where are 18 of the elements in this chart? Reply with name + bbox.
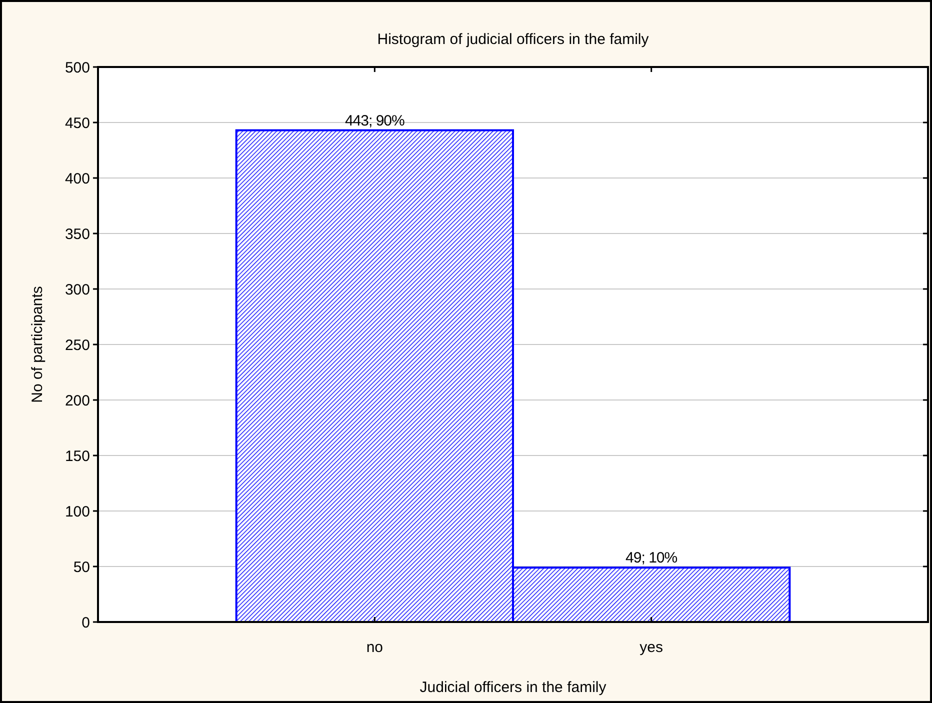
x-tick-label: no: [366, 639, 384, 656]
y-tick-label: 300: [64, 281, 90, 298]
data-label: 443; 90%: [344, 112, 405, 130]
y-tick-label: 0: [82, 614, 90, 632]
x-axis-title: Judicial officers in the family: [420, 679, 607, 696]
y-tick-label: 400: [64, 170, 90, 188]
y-tick-label: 500: [64, 59, 90, 76]
y-tick-label: 250: [64, 336, 90, 354]
y-tick-label: 200: [64, 392, 90, 410]
y-tick-label: 50: [73, 558, 90, 576]
y-tick-label: 450: [64, 114, 90, 132]
y-tick-label: 100: [64, 503, 90, 520]
y-axis-title: No of participants: [29, 286, 46, 403]
y-tick-label: 150: [64, 448, 90, 465]
data-label: 49; 10%: [626, 550, 678, 567]
x-tick-label: yes: [640, 639, 664, 656]
chart-title: Histogram of judicial officers in the family: [377, 31, 650, 48]
y-tick-label: 350: [64, 226, 90, 243]
